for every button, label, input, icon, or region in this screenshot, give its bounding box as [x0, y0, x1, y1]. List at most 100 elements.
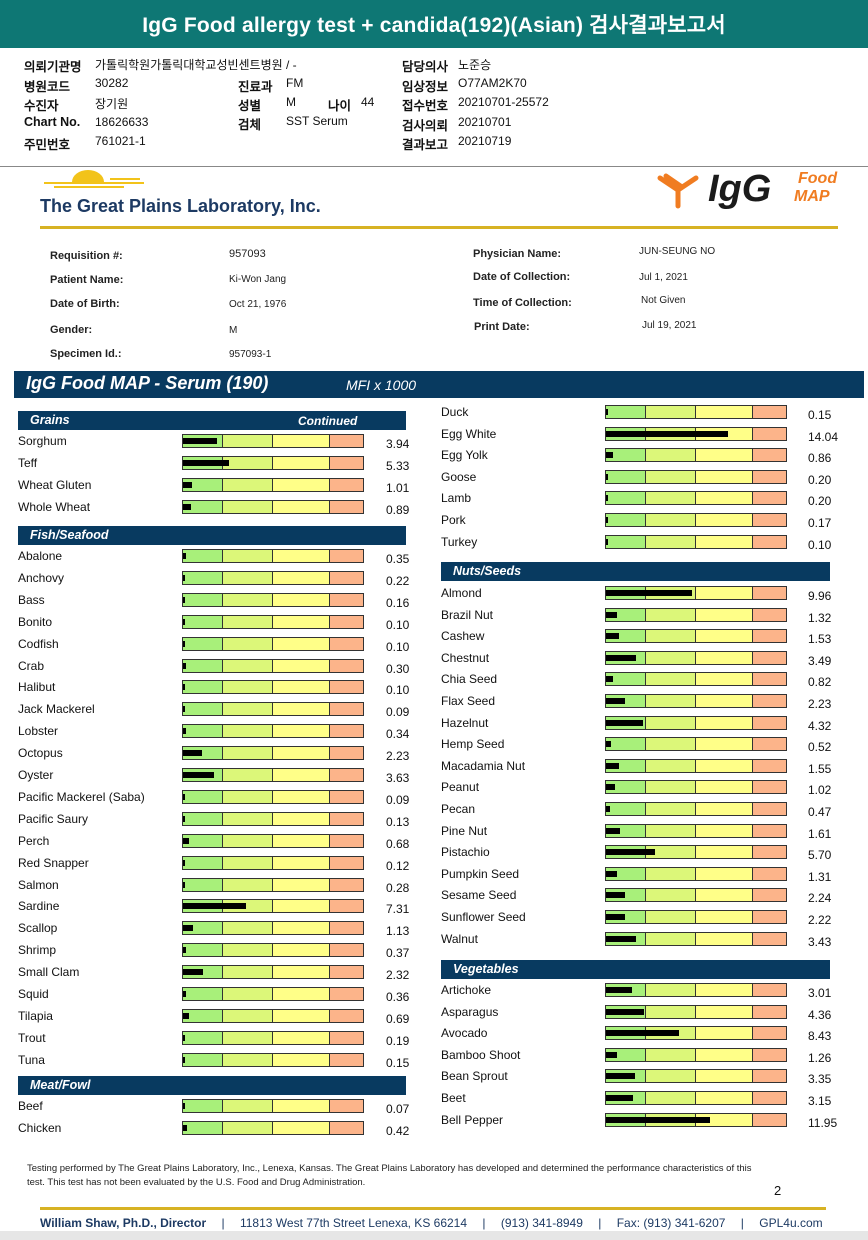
food-name: Whole Wheat [18, 499, 91, 514]
field-label-result-report: 결과보고 [402, 138, 449, 152]
food-row: Goose 0.20 [441, 469, 841, 490]
food-value: 0.68 [386, 836, 410, 851]
food-value: 5.70 [808, 848, 832, 863]
reactivity-bar-fill [183, 1103, 185, 1109]
food-row: Hazelnut 4.32 [441, 715, 841, 736]
food-value: 0.10 [386, 683, 410, 698]
field-value-result-report: 20210719 [458, 134, 512, 148]
food-name: Shrimp [18, 943, 57, 958]
food-value: 0.10 [386, 639, 410, 654]
reactivity-bar [605, 650, 787, 665]
field-label-hospital-code: 병원코드 [24, 80, 71, 94]
food-row: Pecan 0.47 [441, 801, 841, 822]
food-value: 0.20 [808, 494, 832, 509]
food-name: Chestnut [441, 650, 490, 665]
patient-name-value: Ki-Won Jang [229, 274, 287, 285]
disclaimer-note: Testing performed by The Great Plains La… [27, 1163, 752, 1188]
food-row: Lamb 0.20 [441, 490, 841, 511]
reactivity-bar [605, 910, 787, 924]
food-name: Asparagus [441, 1004, 499, 1019]
food-value: 1.32 [808, 610, 832, 625]
reactivity-bar-fill [183, 991, 186, 997]
reactivity-bar [605, 845, 787, 860]
field-value-patient: 장기원 [95, 97, 129, 111]
igg-food-map-logo: IgG Food MAP [656, 168, 846, 216]
reactivity-bar [182, 499, 364, 514]
food-value: 3.43 [808, 934, 832, 949]
field-value-specimen: SST Serum [286, 114, 348, 128]
food-name: Chicken [18, 1120, 62, 1135]
reactivity-bar [182, 455, 364, 470]
food-row: Egg White 14.04 [441, 426, 841, 447]
field-value-sex: M [286, 95, 296, 109]
reactivity-bar-fill [183, 618, 185, 625]
reactivity-bar [182, 434, 364, 448]
requisition-label: Requisition #: [50, 250, 123, 262]
field-value-clinical-info: O77AM2K70 [458, 76, 527, 90]
food-name: Lamb [441, 491, 472, 506]
food-row: Lobster 0.34 [18, 723, 418, 744]
food-row: Flax Seed 2.23 [441, 693, 841, 714]
reactivity-bar [182, 1008, 364, 1023]
footer-contact: William Shaw, Ph.D., Director | 11813 We… [40, 1216, 823, 1230]
section-title: Fish/Seafood [30, 528, 109, 542]
food-row: Beef 0.07 [18, 1098, 418, 1119]
food-value: 0.10 [808, 537, 832, 552]
food-row: Asparagus 4.36 [441, 1004, 841, 1025]
reactivity-bar-fill [183, 662, 186, 669]
reactivity-bar-fill [183, 837, 189, 844]
food-name: Almond [441, 586, 482, 600]
field-label-doctor: 담당의사 [402, 60, 449, 74]
reactivity-bar-fill [606, 1116, 710, 1123]
section-header-vegetables: Vegetables [441, 960, 830, 979]
food-name: Scallop [18, 921, 58, 936]
reactivity-bar [182, 768, 364, 782]
food-value: 1.26 [808, 1050, 832, 1065]
reactivity-bar-fill [606, 473, 608, 480]
food-row: Red Snapper 0.12 [18, 855, 418, 876]
reactivity-bar-fill [606, 676, 613, 683]
field-label-patient: 수진자 [24, 99, 59, 113]
field-value-test-request: 20210701 [458, 115, 512, 129]
print-date-label: Print Date: [474, 321, 530, 333]
reactivity-bar [182, 987, 364, 1001]
reactivity-bar [182, 636, 364, 651]
reactivity-bar [605, 758, 787, 773]
reactivity-bar [182, 724, 364, 739]
reactivity-bar-fill [183, 1124, 187, 1131]
food-value: 3.63 [386, 771, 410, 785]
reactivity-bar [605, 405, 787, 419]
footer-website[interactable]: GPL4u.com [759, 1216, 823, 1230]
food-name: Hemp Seed [441, 737, 505, 752]
food-value: 4.32 [808, 718, 832, 733]
food-row: Halibut 0.10 [18, 679, 418, 700]
food-name: Macadamia Nut [441, 758, 526, 773]
food-row: Scallop 1.13 [18, 920, 418, 941]
page-bottom-strip [0, 1231, 868, 1240]
food-value: 0.15 [386, 1055, 410, 1070]
reactivity-bar-fill [183, 947, 186, 954]
food-name: Beet [441, 1091, 466, 1105]
reactivity-bar [182, 746, 364, 761]
reactivity-bar [605, 866, 787, 881]
food-value: 3.49 [808, 653, 832, 668]
physician-label: Physician Name: [473, 248, 562, 260]
reactivity-bar [605, 1026, 787, 1041]
physician-value: JUN-SEUNG NO [639, 246, 716, 257]
reactivity-bar [182, 855, 364, 870]
food-value: 1.02 [808, 783, 832, 798]
field-label-institution: 의뢰기관명 [24, 60, 82, 74]
food-row: Walnut 3.43 [441, 931, 841, 952]
reactivity-bar-fill [183, 793, 185, 800]
food-value: 0.82 [808, 675, 832, 690]
banner-title: IgG Food MAP - Serum (190) [26, 373, 269, 393]
food-value: 0.36 [386, 990, 410, 1004]
food-value: 2.23 [386, 749, 410, 764]
reactivity-bar [605, 469, 787, 484]
food-name: Chia Seed [441, 672, 498, 687]
reactivity-bar-fill [183, 903, 246, 910]
food-name: Wheat Gluten [18, 477, 92, 492]
food-name: Bass [18, 592, 45, 607]
food-name: Pumpkin Seed [441, 866, 520, 881]
field-value-hospital-code: 30282 [95, 76, 129, 90]
